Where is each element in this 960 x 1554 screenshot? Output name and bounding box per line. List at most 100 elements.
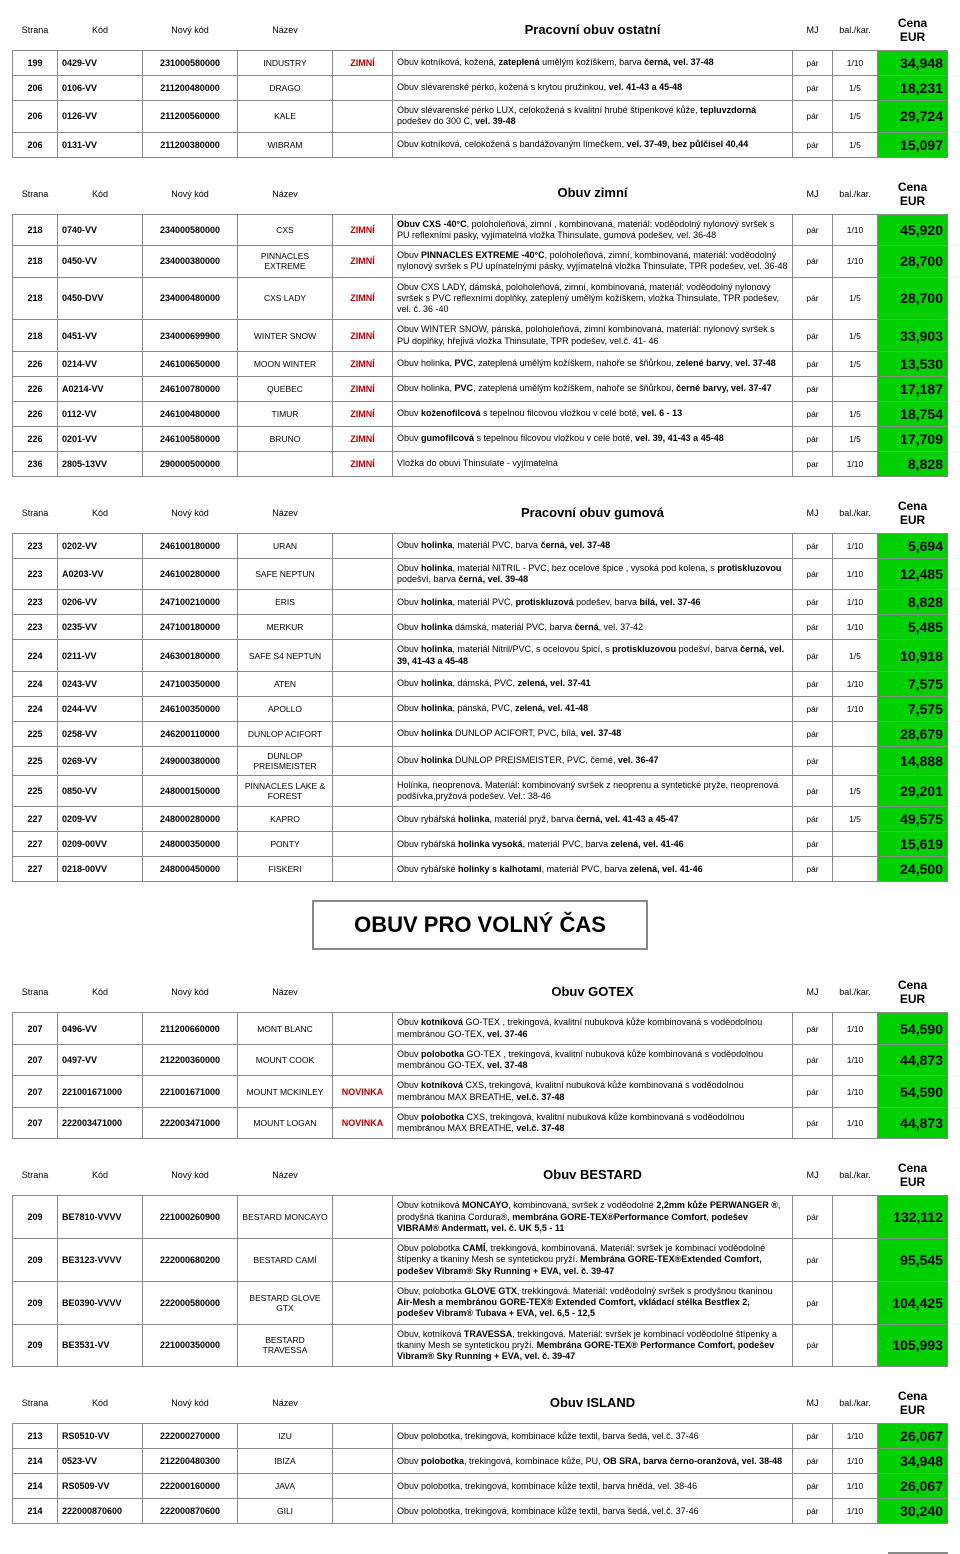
cell-novykod: 234000699900 [143,320,238,352]
cell-tag [333,132,393,157]
cell-mj: pár [793,746,833,775]
cell-desc: Obuv PINNACLES EXTREME -40°C, poloholeňo… [393,246,793,278]
cell-desc: Obuv holinka, PVC, zateplená umělým koží… [393,376,793,401]
cell-desc: Holínka, neoprenová. Materiál: kombinova… [393,775,793,807]
cell-price: 30,240 [878,1499,948,1524]
cell-tag [333,1324,393,1367]
col-bal: bal./kar. [833,176,878,215]
cell-price: 54,590 [878,1013,948,1045]
cell-strana: 223 [13,533,58,558]
cell-desc: Obuv kotníková, celokožená s bandážovaný… [393,132,793,157]
cell-desc: Obuv polobotka, trekingová, kombinace ků… [393,1499,793,1524]
cell-nazev: BESTARD MONCAYO [238,1196,333,1239]
cell-tag [333,1449,393,1474]
cell-bal: 1/10 [833,1076,878,1108]
cell-bal: 1/10 [833,246,878,278]
product-table: StranaKódNový kódNázevObuv zimníMJbal./k… [12,176,948,477]
cell-mj: pár [793,351,833,376]
cell-mj: pár [793,1499,833,1524]
cell-desc: Obuv kotníková CXS, trekingová, kvalitní… [393,1076,793,1108]
col-price: CenaEUR [878,1385,948,1424]
cell-desc: Obuv slévarenské pérko, kožená s krytou … [393,76,793,101]
cell-bal [833,832,878,857]
cell-desc: Obuv rybářská holinka, materiál pryž, ba… [393,807,793,832]
cell-tag [333,101,393,133]
cell-price: 8,828 [878,590,948,615]
table-row: 2070496-VV211200660000MONT BLANCObuv kot… [13,1013,948,1045]
cell-tag [333,671,393,696]
cell-kod: 221001671000 [58,1076,143,1108]
cell-nazev: KALE [238,101,333,133]
cell-novykod: 212200360000 [143,1044,238,1076]
cell-kod: 0243-VV [58,671,143,696]
cell-price: 18,231 [878,76,948,101]
cell-nazev: MOUNT COOK [238,1044,333,1076]
cell-tag: ZIMNÍ [333,214,393,246]
table-row: 2230235-VV247100180000MERKURObuv holinka… [13,615,948,640]
cell-strana: 227 [13,857,58,882]
cell-strana: 225 [13,721,58,746]
cell-nazev: MERKUR [238,615,333,640]
cell-bal: 1/10 [833,558,878,590]
cell-kod: 0450-DVV [58,277,143,320]
cell-novykod: 211200480000 [143,76,238,101]
cell-tag [333,696,393,721]
cell-strana: 207 [13,1013,58,1045]
cell-tag [333,832,393,857]
cell-price: 24,500 [878,857,948,882]
cell-nazev: MOON WINTER [238,351,333,376]
col-mj: MJ [793,12,833,51]
cell-tag: NOVINKA [333,1107,393,1139]
cell-tag: ZIMNÍ [333,246,393,278]
cell-price: 132,112 [878,1196,948,1239]
cell-bal: 1/10 [833,590,878,615]
cell-desc: Obuv holinka, PVC, zateplená umělým koží… [393,351,793,376]
cell-kod: A0203-VV [58,558,143,590]
cell-bal: 1/5 [833,807,878,832]
cell-tag [333,558,393,590]
col-bal: bal./kar. [833,495,878,534]
cell-bal [833,1281,878,1324]
section-title: Obuv BESTARD [393,1157,793,1196]
cell-price: 12,485 [878,558,948,590]
table-row: 207221001671000221001671000MOUNT MCKINLE… [13,1076,948,1108]
cell-kod: 0244-VV [58,696,143,721]
cell-kod: BE7810-VVVV [58,1196,143,1239]
cell-kod: 0523-VV [58,1449,143,1474]
cell-price: 54,590 [878,1076,948,1108]
cell-novykod: 222003471000 [143,1107,238,1139]
cell-strana: 199 [13,51,58,76]
cell-novykod: 247100210000 [143,590,238,615]
cell-desc: Obuv holinka, materiál PVC, barva černá,… [393,533,793,558]
cell-bal: 1/5 [833,101,878,133]
cell-kod: 0214-VV [58,351,143,376]
cell-novykod: 222000680200 [143,1239,238,1282]
cell-bal: 1/10 [833,51,878,76]
table-row: 2260214-VV246100650000MOON WINTERZIMNÍOb… [13,351,948,376]
col-tag [333,974,393,1013]
cell-bal: 1/10 [833,214,878,246]
section-title: Obuv zimní [393,176,793,215]
cell-desc: Obuv holinka, materiál NITRIL - PVC, bez… [393,558,793,590]
cell-kod: 0451-VV [58,320,143,352]
cell-mj: pár [793,1281,833,1324]
cell-kod: 222000870600 [58,1499,143,1524]
cell-mj: pár [793,696,833,721]
cell-mj: pár [793,376,833,401]
cell-strana: 224 [13,671,58,696]
cell-novykod: 234000380000 [143,246,238,278]
cell-kod: 0497-VV [58,1044,143,1076]
cell-price: 7,575 [878,696,948,721]
cell-strana: 209 [13,1324,58,1367]
cell-kod: 222003471000 [58,1107,143,1139]
cell-novykod: 246100650000 [143,351,238,376]
table-row: 2180451-VV234000699900WINTER SNOWZIMNÍOb… [13,320,948,352]
cell-strana: 209 [13,1239,58,1282]
col-price: CenaEUR [878,12,948,51]
cell-desc: Obuv rybářská holinka vysoká, materiál P… [393,832,793,857]
cell-tag [333,721,393,746]
cell-novykod: 231000580000 [143,51,238,76]
cell-desc: Vložka do obuvi Thinsulate - vyjímatelná [393,451,793,476]
cell-desc: Obuv polobotka GO-TEX , trekingová, kval… [393,1044,793,1076]
cell-bal: 1/5 [833,351,878,376]
